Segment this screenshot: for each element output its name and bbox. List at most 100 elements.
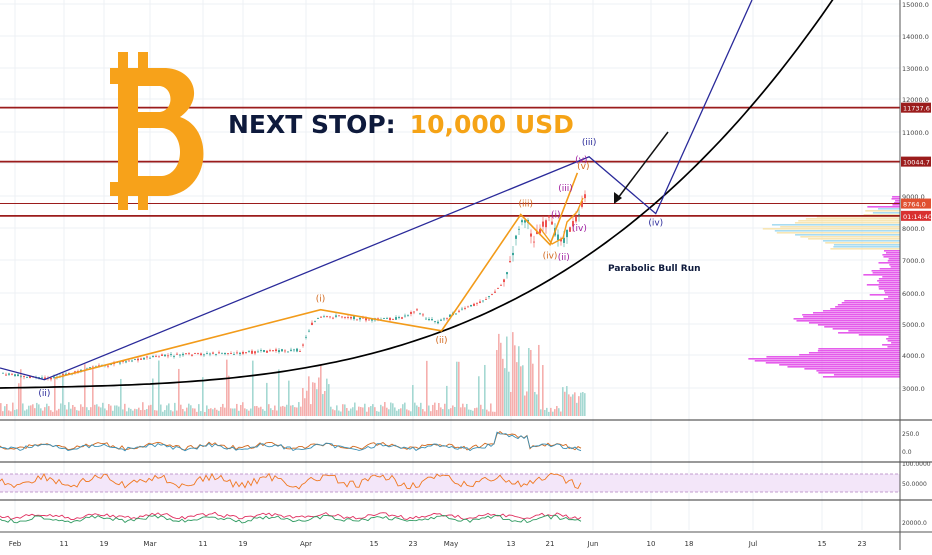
profile-bar — [888, 258, 900, 260]
volume-bar — [214, 407, 216, 416]
profile-bar — [832, 328, 900, 330]
volume-bar — [0, 403, 2, 416]
x-tick-label: 15 — [818, 540, 827, 548]
volume-bar — [570, 396, 572, 416]
profile-bar — [883, 250, 900, 252]
volume-bar — [254, 406, 256, 416]
volume-bar — [242, 402, 244, 416]
volume-bar — [146, 409, 148, 416]
profile-bar — [872, 212, 900, 214]
y-tick-label: 6000.0 — [902, 290, 925, 298]
volume-bar — [4, 406, 6, 416]
grid — [0, 0, 900, 530]
volume-bar — [64, 404, 66, 416]
x-tick-label: Jun — [587, 540, 599, 548]
candle — [224, 352, 226, 355]
y-tick-label: 8000.0 — [902, 225, 925, 233]
indicator-tick-label: 20000.0 — [902, 520, 927, 527]
candle — [359, 317, 361, 320]
candle — [158, 356, 160, 358]
x-tick-label: 19 — [239, 540, 248, 548]
candle — [89, 367, 91, 369]
volume-bar — [234, 408, 236, 416]
wave-labels: (i) (ii) (iii) (iv) (v) (i) (ii) (iii) (iv) (v) (i… — [38, 138, 700, 399]
volume-bar — [162, 411, 164, 416]
candle — [182, 353, 184, 356]
volume-bar — [160, 404, 162, 416]
volume-bar — [72, 405, 74, 416]
candle — [326, 315, 328, 317]
candle — [485, 299, 487, 300]
volume-bar — [370, 406, 372, 416]
candle — [287, 351, 289, 353]
volume-bar — [26, 409, 28, 416]
volume-bar — [334, 410, 336, 416]
volume-bar — [2, 411, 4, 416]
volume-bar — [246, 409, 248, 416]
candle — [233, 354, 235, 355]
volume-bar — [356, 410, 358, 416]
volume-bar — [108, 404, 110, 416]
volume-profile — [748, 196, 900, 378]
candle — [320, 316, 322, 318]
volume-bar — [232, 408, 234, 416]
volume-bar — [440, 407, 442, 416]
volume-bar — [174, 402, 176, 416]
volume-bar — [582, 392, 584, 416]
volume-bar — [410, 411, 412, 416]
profile-bar — [818, 372, 900, 374]
profile-bar — [878, 278, 900, 280]
sub-wave-path — [539, 197, 584, 245]
volume-bar — [102, 402, 104, 416]
volume-bar — [326, 378, 328, 416]
candle — [230, 353, 232, 354]
volume-bar — [54, 378, 56, 416]
candle — [53, 376, 55, 378]
profile-bar — [822, 376, 900, 378]
volume-bar — [306, 390, 308, 416]
volume-bar — [182, 408, 184, 416]
volume-bar — [262, 409, 264, 416]
y-tick-label: 11000.0 — [902, 129, 929, 137]
candle — [404, 315, 406, 317]
profile-bar — [822, 310, 900, 312]
candle — [575, 216, 577, 222]
volume-bar — [244, 408, 246, 416]
candle — [566, 229, 568, 238]
volume-bar — [462, 403, 464, 416]
volume-bar — [408, 410, 410, 416]
profile-bar — [771, 224, 900, 226]
volume-bar — [510, 391, 512, 416]
arrow-head-icon — [614, 192, 622, 204]
price-tag: 10044.7 — [903, 159, 930, 167]
profile-bar — [865, 210, 900, 212]
volume-bar — [300, 406, 302, 416]
price-wave-label: (iv) — [543, 252, 558, 262]
profile-bar — [895, 200, 900, 202]
candle — [572, 221, 574, 227]
candle — [539, 229, 541, 234]
projection-path — [0, 0, 753, 381]
volume-bar — [164, 410, 166, 416]
volume-bar — [558, 408, 560, 416]
profile-bar — [887, 340, 900, 342]
volume-bar — [344, 404, 346, 416]
volume-bar — [312, 382, 314, 416]
volume-bar — [88, 410, 90, 416]
volume-bar — [544, 409, 546, 416]
candle — [281, 349, 283, 352]
candle — [179, 354, 181, 356]
volume-bar — [170, 410, 172, 416]
volume-bar — [560, 411, 562, 416]
volume-bar — [256, 406, 258, 416]
volume-bar — [284, 406, 286, 416]
volume-bar — [500, 342, 502, 416]
price-tags: 11737.6 10044.7 8764.0 01:14:40 — [901, 102, 932, 221]
profile-bar — [833, 374, 900, 376]
candle — [560, 238, 562, 242]
volume-bar — [168, 403, 170, 416]
candle — [137, 358, 139, 361]
volume-bar — [236, 403, 238, 416]
volume-bar — [526, 391, 528, 416]
